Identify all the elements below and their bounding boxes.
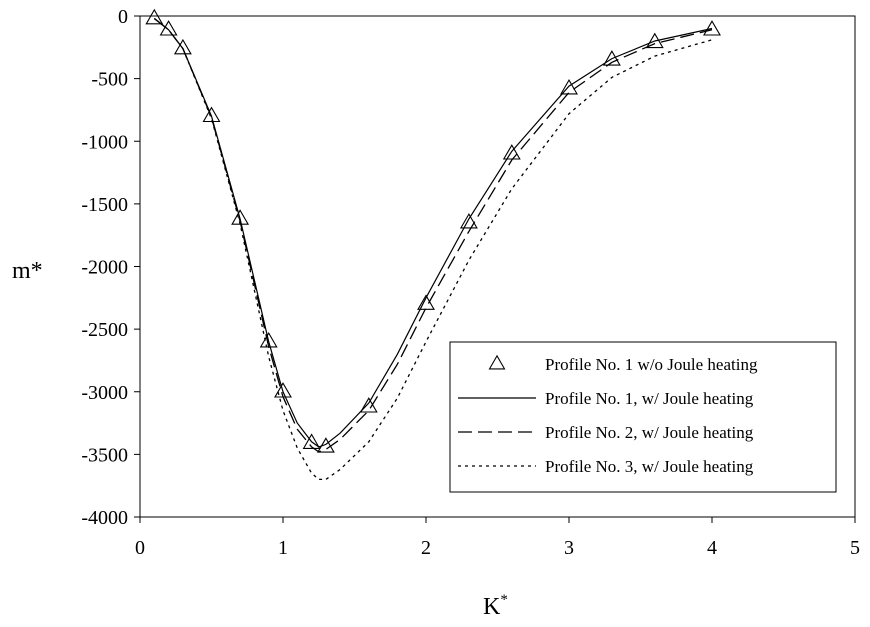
series-line	[153, 17, 713, 453]
y-tick-label: 0	[118, 6, 128, 28]
legend-label: Profile No. 1 w/o Joule heating	[545, 355, 758, 374]
legend-label: Profile No. 1, w/ Joule heating	[545, 389, 754, 408]
y-axis-label: m*	[12, 258, 43, 284]
x-tick-label: 0	[135, 537, 145, 559]
series-layer	[145, 8, 721, 481]
triangle-marker	[302, 433, 321, 449]
y-axis: 0 -500 -1000 -1500 -2000 -2500 -3000 -3500 -4000	[81, 6, 140, 529]
y-tick-label: -2000	[81, 257, 128, 279]
x-tick-label: 2	[421, 537, 431, 559]
x-tick-label: 3	[564, 537, 574, 559]
x-tick-label: 5	[850, 537, 860, 559]
x-axis: 0 1 2 3 4 5	[135, 517, 860, 559]
x-axis-label-superscript: *	[500, 592, 508, 608]
x-axis-label-main: K	[483, 594, 501, 620]
legend-box	[449, 341, 837, 493]
triangle-marker	[417, 294, 435, 310]
legend-marker	[488, 354, 506, 370]
y-tick-label: -500	[91, 69, 128, 91]
triangle-marker	[703, 20, 721, 36]
y-tick-label: -3000	[81, 382, 128, 404]
triangle-marker	[173, 38, 192, 55]
y-tick-label: -2500	[81, 319, 128, 341]
legend-item-4: Profile No. 3, w/ Joule heating	[458, 457, 754, 476]
triangle-marker	[145, 8, 164, 25]
y-tick-label: -4000	[81, 507, 128, 529]
x-tick-label: 1	[278, 537, 288, 559]
y-tick-label: -1000	[81, 131, 128, 153]
triangle-marker	[602, 50, 621, 66]
legend-item-2: Profile No. 1, w/ Joule heating	[458, 389, 754, 408]
series-3	[153, 17, 713, 453]
y-tick-label: -1500	[81, 194, 128, 216]
x-tick-label: 4	[707, 537, 717, 559]
legend-item-3: Profile No. 2, w/ Joule heating	[458, 423, 754, 442]
triangle-marker	[560, 79, 578, 95]
y-tick-label: -3500	[81, 444, 128, 466]
legend-item-1: Profile No. 1 w/o Joule heating	[488, 354, 758, 374]
legend-label: Profile No. 3, w/ Joule heating	[545, 457, 754, 476]
x-axis-label: K*	[483, 592, 508, 620]
triangle-marker	[159, 20, 178, 36]
legend-label: Profile No. 2, w/ Joule heating	[545, 423, 754, 442]
legend: Profile No. 1 w/o Joule heating Profile N…	[449, 341, 837, 493]
triangle-marker	[459, 213, 478, 229]
triangle-marker	[202, 106, 221, 123]
